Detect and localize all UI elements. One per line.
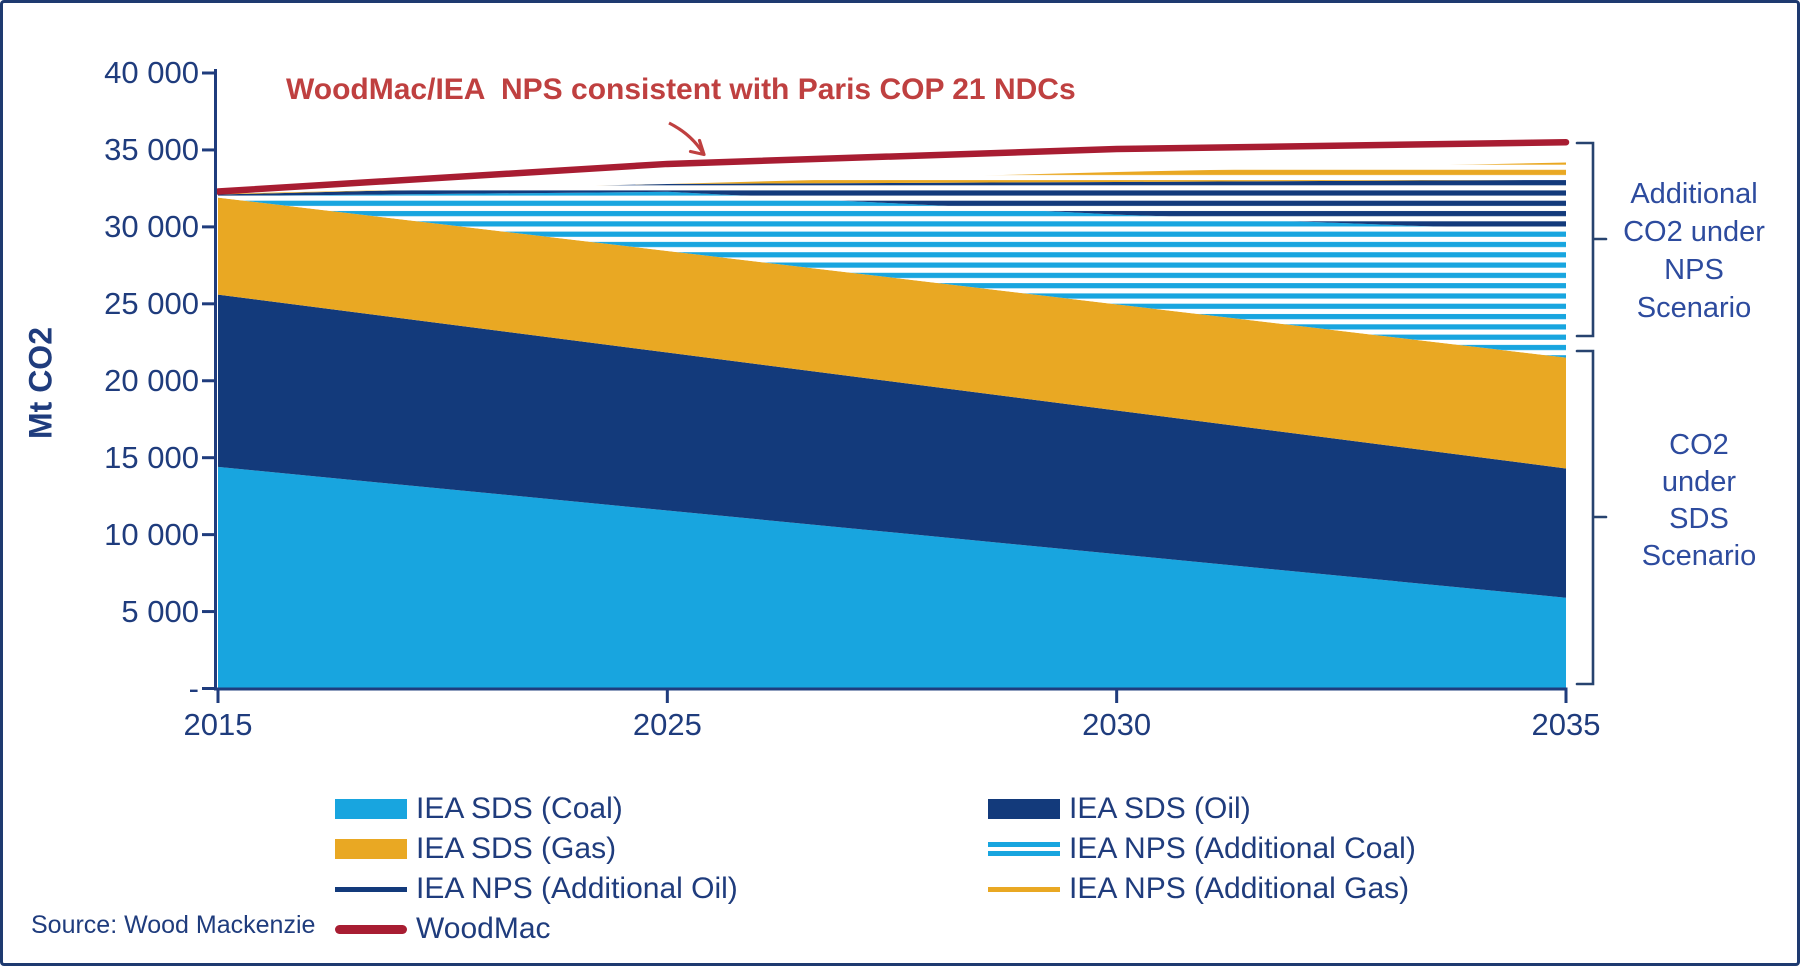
annotation-arrowhead: [688, 138, 706, 157]
legend-item: WoodMac: [335, 909, 738, 949]
stacked-area-chart: [202, 69, 1608, 703]
legend-swatch-thick-line: [335, 924, 407, 934]
legend-item: IEA NPS (Additional Oil): [335, 869, 738, 909]
woodmac-line: [214, 138, 1570, 195]
area-iea-nps-additional-coal-: [218, 191, 1566, 358]
sds-bracket-label: CO2 under SDS Scenario: [1641, 429, 1757, 572]
area-iea-sds-oil-: [218, 294, 1566, 598]
y-tick-label: 5 000: [121, 593, 199, 629]
legend-label: IEA SDS (Coal): [416, 792, 623, 825]
y-tick-label: 15 000: [104, 439, 199, 475]
annotation-arrow: [668, 121, 705, 154]
legend-item: IEA SDS (Coal): [335, 789, 738, 829]
legend-label: IEA SDS (Gas): [416, 832, 617, 865]
chart-annotation: WoodMac/IEA NPS consistent with Paris CO…: [286, 73, 1076, 106]
legend-column-left: IEA SDS (Coal) IEA SDS (Gas) IEA NPS (Addi…: [335, 789, 738, 949]
y-tick-label: 25 000: [104, 285, 199, 321]
source-note: Source: Wood Mackenzie: [31, 911, 316, 939]
x-tick-label: 2030: [1082, 707, 1152, 742]
legend-item: IEA SDS (Gas): [335, 829, 738, 869]
legend-label: IEA NPS (Additional Oil): [416, 872, 738, 905]
nps-bracket-label: Additional CO2 under NPS Scenario: [1623, 178, 1765, 324]
x-tick-label: 2025: [632, 707, 702, 742]
sds-bracket: [1575, 349, 1608, 686]
nps-bracket: [1575, 141, 1608, 338]
legend-item: IEA NPS (Additional Gas): [988, 869, 1416, 909]
area-iea-sds-coal-: [218, 466, 1566, 689]
y-tick-label: -: [188, 670, 199, 706]
legend-item: IEA NPS (Additional Coal): [988, 829, 1416, 869]
legend-swatch-line: [988, 886, 1060, 892]
legend-swatch-fill: [335, 839, 407, 859]
y-tick-label: 35 000: [104, 131, 199, 167]
legend-label: IEA NPS (Additional Gas): [1069, 872, 1410, 905]
y-tick-label: 20 000: [104, 362, 199, 398]
legend-item: IEA SDS (Oil): [988, 789, 1416, 829]
area-iea-nps-additional-gas-: [218, 162, 1566, 195]
area-iea-sds-gas-: [218, 197, 1566, 469]
legend-label: IEA NPS (Additional Coal): [1069, 832, 1416, 865]
y-tick-label: 40 000: [104, 55, 199, 90]
legend-label: WoodMac: [416, 912, 551, 945]
x-tick-label: 2015: [183, 707, 253, 742]
legend-column-right: IEA SDS (Oil) IEA NPS (Additional Coal) IE…: [988, 789, 1416, 909]
y-tick-label: 10 000: [104, 516, 199, 552]
legend-label: IEA SDS (Oil): [1069, 792, 1251, 825]
x-tick-label: 2035: [1531, 707, 1601, 742]
legend-swatch-line: [335, 886, 407, 892]
area-iea-nps-additional-oil-: [218, 179, 1566, 232]
legend-swatch-double-line: [988, 842, 1060, 856]
legend-swatch-fill: [335, 799, 407, 819]
y-tick-label: 30 000: [104, 208, 199, 244]
legend-swatch-fill: [988, 799, 1060, 819]
